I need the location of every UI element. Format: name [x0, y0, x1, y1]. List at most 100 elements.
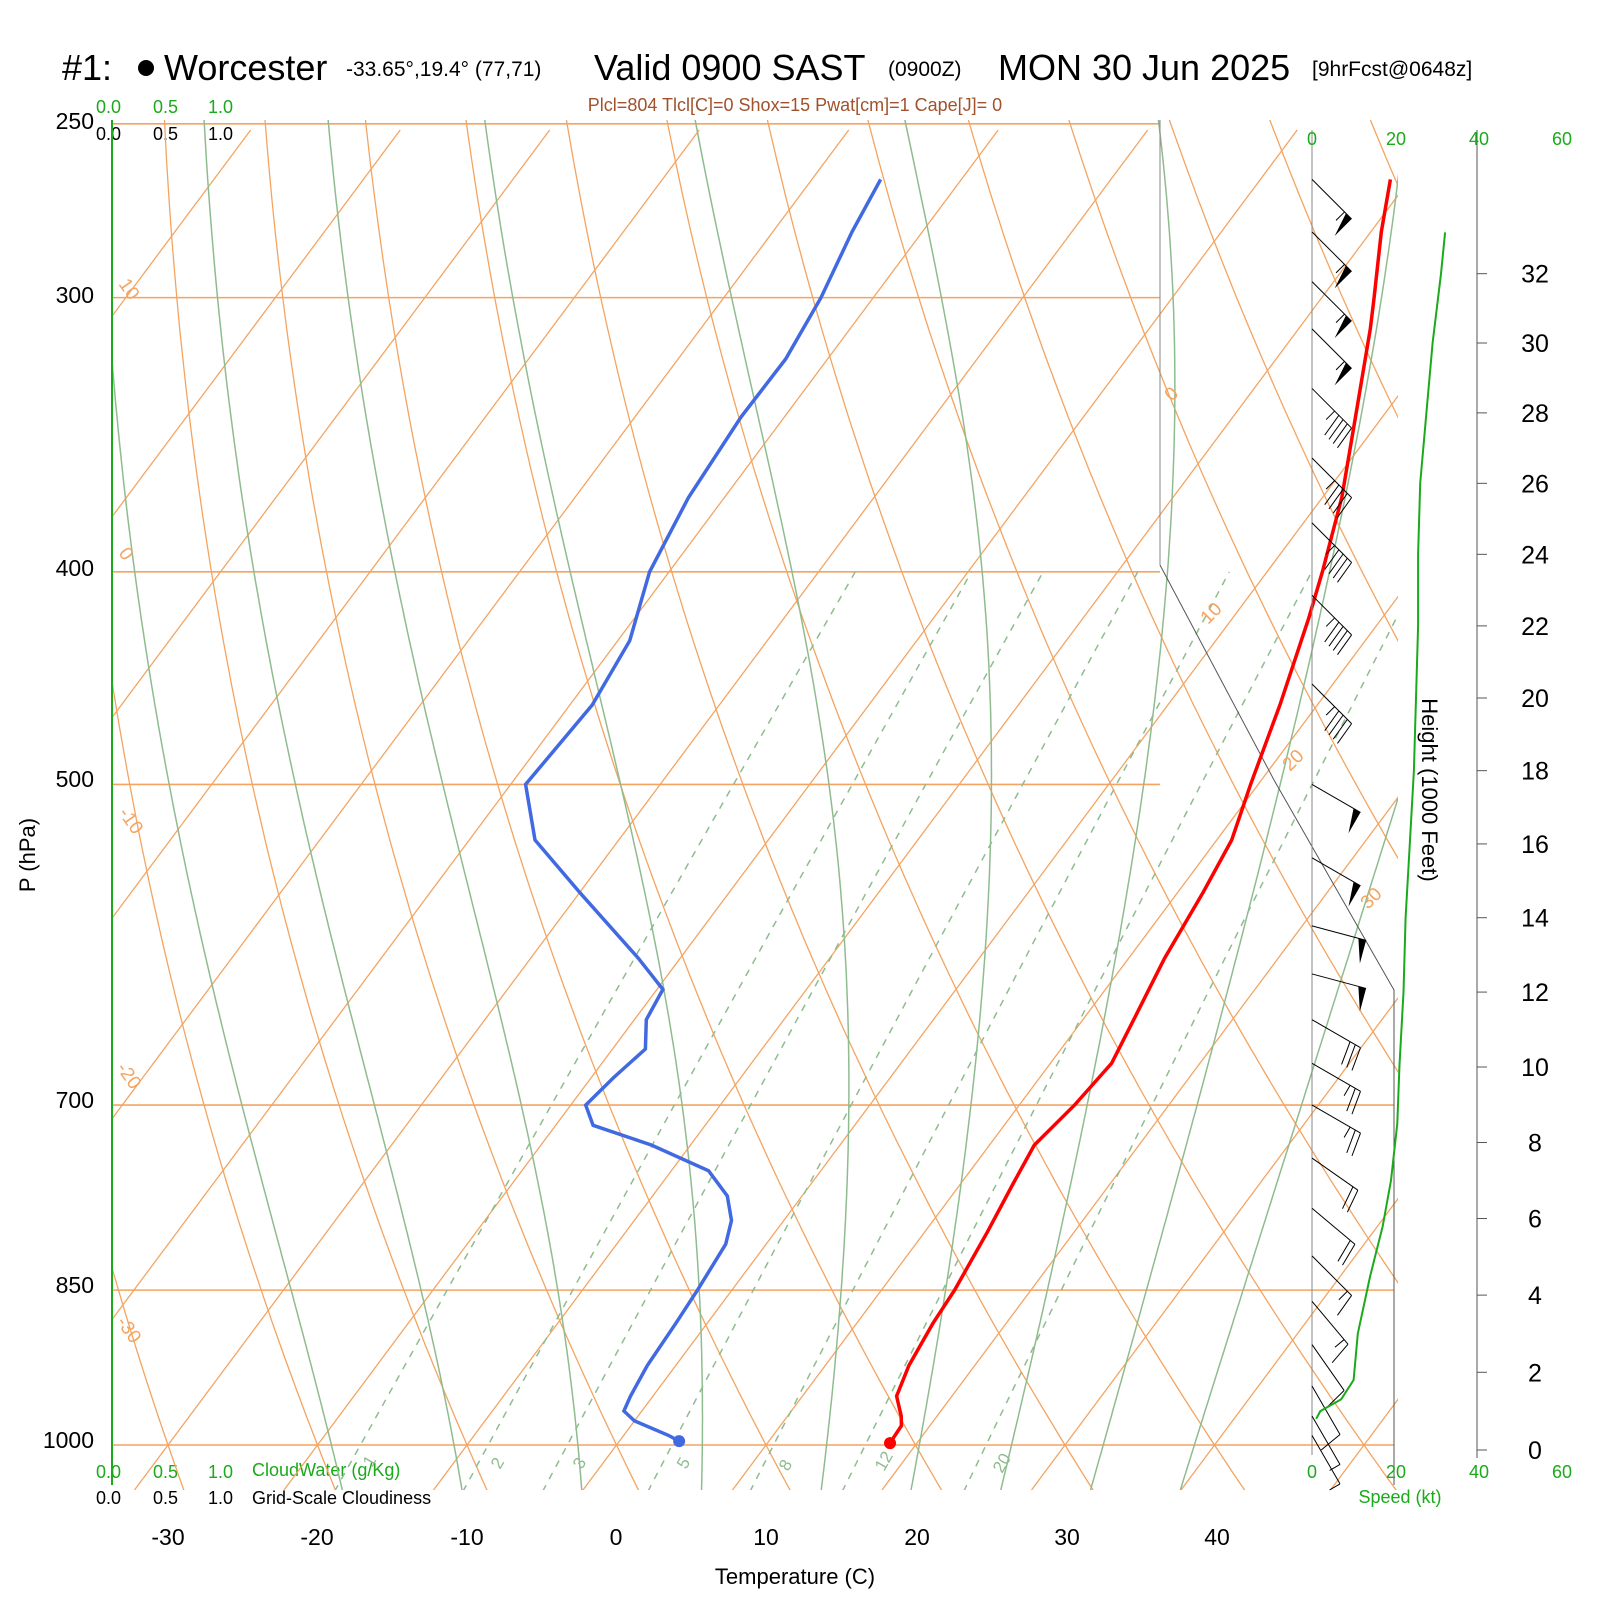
barb-flag [1351, 1132, 1361, 1157]
wind-barb [1311, 1019, 1361, 1071]
barb-flag [1346, 1189, 1359, 1213]
barb-staff [1311, 522, 1352, 563]
wind-barb [1311, 1255, 1353, 1316]
cloudwater-scale-top: 0.0 0.5 1.0 [96, 97, 233, 117]
dry-adiabat-line [1168, 120, 1398, 643]
cloud-tick: 1.0 [208, 97, 233, 117]
cloud-tick: 0.0 [96, 97, 121, 117]
speed-tick-label: 40 [1469, 1462, 1489, 1482]
height-tick-label: 18 [1521, 758, 1549, 786]
dry-adiabat-line [465, 120, 943, 1490]
pressure-tick-label: 400 [56, 555, 94, 581]
height-tick-label: 8 [1528, 1129, 1542, 1157]
dry-adiabat-line [1068, 120, 1398, 860]
barb-staff [1311, 973, 1367, 989]
height-tick-label: 12 [1521, 979, 1549, 1007]
isotherm-line [283, 129, 1298, 1490]
barb-flag [1332, 493, 1348, 514]
barb-half-flag [1343, 1085, 1351, 1096]
dry-adiabat-line [867, 120, 1398, 1284]
barb-flag [1351, 1047, 1361, 1071]
barb-staff [1311, 388, 1352, 429]
isotherm-line [432, 194, 1398, 1490]
barb-pennant [1334, 315, 1352, 339]
isotherm-line [582, 394, 1398, 1490]
barb-staff [1311, 925, 1367, 941]
height-tick-label: 26 [1521, 470, 1549, 498]
wind-barb [1311, 973, 1367, 1012]
moist-adiabat-lines [112, 120, 1398, 1490]
valid-date: MON 30 Jun 2025 [998, 47, 1290, 88]
barb-half-flag [1335, 264, 1345, 274]
temp-tick-label: 30 [1054, 1524, 1080, 1550]
barb-pennant [1358, 986, 1367, 1012]
barb-staff [1311, 1062, 1361, 1092]
barb-flag [1332, 719, 1348, 740]
barb-flag [1324, 549, 1340, 570]
barb-staff [1311, 1300, 1349, 1345]
barb-flag [1337, 562, 1353, 583]
barb-flag [1337, 427, 1353, 449]
isotherm-line [112, 129, 551, 719]
cloudwater-scale-bottom: 0.0 0.5 1.0 CloudWater (g/Kg) [96, 1460, 400, 1482]
pressure-tick-label: 300 [56, 282, 94, 308]
mixing-ratio-line [334, 571, 856, 1490]
height-tick-label: 20 [1521, 685, 1549, 713]
barb-flag [1326, 1390, 1345, 1408]
zulu-time: (0900Z) [888, 58, 962, 81]
speed-tick-label: 20 [1386, 129, 1406, 149]
indices-line: Plcl=804 Tlcl[C]=0 Shox=15 Pwat[cm]=1 Ca… [588, 95, 1002, 115]
wind-speed-line [1315, 232, 1447, 1420]
wind-barb [1311, 925, 1367, 964]
dry-adiabat-line [112, 1265, 185, 1490]
wind-barb [1311, 1300, 1349, 1363]
barb-flag [1328, 419, 1344, 440]
station-name: Worcester [164, 47, 327, 88]
moist-adiabat-line [327, 120, 583, 1490]
barb-flag [1331, 1343, 1349, 1363]
barb-half-flag [1334, 1339, 1345, 1348]
barb-half-flag [1335, 211, 1345, 221]
barb-half-flag [1338, 1290, 1348, 1301]
barb-flag [1351, 1091, 1361, 1115]
wind-barbs [1311, 179, 1367, 1491]
isotherm-line [133, 129, 1149, 1490]
barb-flag [1332, 557, 1348, 579]
temp-tick-label: -20 [300, 1524, 333, 1550]
barb-flag [1346, 1088, 1356, 1112]
barb-staff [1311, 1157, 1359, 1191]
barb-staff [1311, 281, 1352, 322]
barb-staff [1311, 1207, 1356, 1245]
wind-barb [1311, 457, 1353, 518]
dry-adiabat-line [0, 85, 33, 1492]
temp-tick-label: 20 [904, 1524, 930, 1550]
height-tick-label: 22 [1521, 613, 1549, 641]
sounding-curves [523, 178, 1393, 1450]
barb-flag [1328, 553, 1344, 575]
barb-flag [1328, 488, 1344, 510]
moist-adiabat-line [1089, 173, 1398, 1490]
isotherm-labels: 10 0 -10 -20 -30 0 10 20 30 [112, 275, 1387, 1348]
barb-half-flag [1325, 545, 1335, 555]
dry-adiabat-line [163, 120, 488, 1490]
pressure-tick-label: 700 [56, 1087, 94, 1113]
wind-barb [1311, 683, 1353, 744]
wind-barb [1311, 1157, 1359, 1213]
speed-tick-label: 40 [1469, 129, 1489, 149]
dry-adiabat-line [364, 120, 791, 1490]
mixing-ratio-line [842, 571, 1313, 1490]
barb-half-flag [1325, 410, 1335, 420]
dry-adiabat-line [1555, 85, 1600, 1492]
height-tick-label: 4 [1528, 1282, 1542, 1310]
wind-barb [1311, 522, 1353, 583]
cloud-tick: 0.0 [96, 1488, 121, 1508]
speed-axis-top: 0 20 40 60 [1307, 129, 1572, 149]
barb-staff [1311, 179, 1352, 220]
barb-flag [1337, 1295, 1353, 1316]
moist-adiabat-line [112, 350, 344, 1490]
cloud-tick: 0.0 [96, 1462, 121, 1482]
mixing-ratio-lines [334, 571, 1398, 1490]
mixing-ratio-line [647, 571, 1139, 1490]
forecast-info: [9hrFcst@0648z] [1312, 58, 1472, 81]
